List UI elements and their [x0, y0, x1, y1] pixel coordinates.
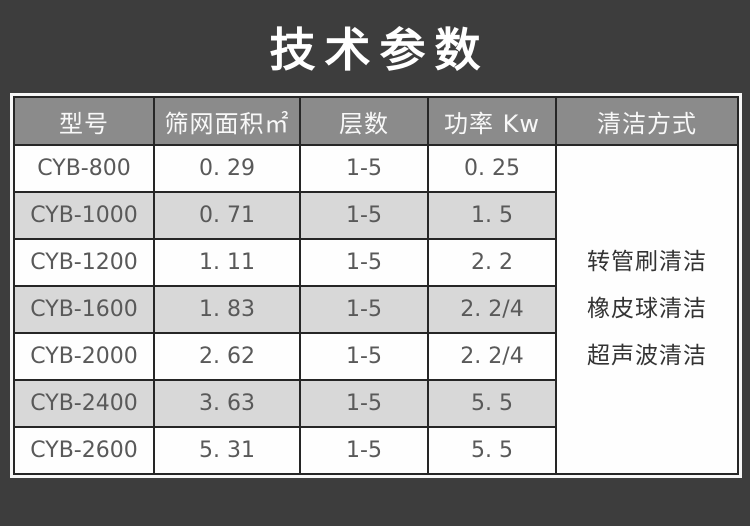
layers-cell: 1-5 [299, 426, 429, 475]
header-row: 型号 筛网面积㎡ 层数 功率 Kw 清洁方式 [13, 96, 739, 146]
power-cell: 5. 5 [427, 379, 557, 428]
power-cell: 5. 5 [427, 426, 557, 475]
table-row: CYB-1200 1. 11 1-5 2. 2 [13, 238, 738, 287]
model-cell: CYB-2600 [13, 426, 155, 475]
model-cell: CYB-2000 [13, 332, 155, 381]
page-title: 技术参数 [269, 22, 490, 77]
model-cell: CYB-1000 [13, 191, 155, 240]
model-cell: CYB-800 [13, 144, 155, 193]
table-row: CYB-2400 3. 63 1-5 5. 5 [13, 379, 738, 428]
table-row: CYB-1000 0. 71 1-5 1. 5 [13, 191, 738, 240]
header-cell-model: 型号 [13, 96, 155, 146]
layers-cell: 1-5 [299, 238, 429, 287]
area-cell: 5. 31 [153, 426, 301, 475]
spec-table: 型号 筛网面积㎡ 层数 功率 Kw 清洁方式 CYB-800 0. 29 1-5… [10, 93, 742, 478]
table-row: CYB-1600 1. 83 1-5 2. 2/4 [13, 285, 738, 334]
power-cell: 2. 2/4 [427, 285, 557, 334]
cleaning-line: 转管刷清洁 [587, 249, 707, 275]
area-cell: 3. 63 [153, 379, 301, 428]
cleaning-line: 橡皮球清洁 [587, 296, 707, 322]
spec-table-wrap: 型号 筛网面积㎡ 层数 功率 Kw 清洁方式 CYB-800 0. 29 1-5… [10, 93, 742, 478]
model-cell: CYB-1200 [13, 238, 155, 287]
table-row: CYB-2000 2. 62 1-5 2. 2/4 [13, 332, 738, 381]
cleaning-methods-cell: 转管刷清洁 橡皮球清洁 超声波清洁 [555, 144, 739, 475]
area-cell: 1. 11 [153, 238, 301, 287]
power-cell: 0. 25 [427, 144, 557, 193]
model-cell: CYB-2400 [13, 379, 155, 428]
layers-cell: 1-5 [299, 332, 429, 381]
layers-cell: 1-5 [299, 379, 429, 428]
layers-cell: 1-5 [299, 285, 429, 334]
header-cell-layers: 层数 [299, 96, 429, 146]
power-cell: 2. 2/4 [427, 332, 557, 381]
table-row: CYB-800 0. 29 1-5 0. 25 转管刷清洁 橡皮球清洁 超声波清… [13, 144, 739, 475]
header-cell-cleaning: 清洁方式 [555, 96, 739, 146]
layers-cell: 1-5 [299, 191, 429, 240]
area-cell: 0. 71 [153, 191, 301, 240]
table-row: CYB-2600 5. 31 1-5 5. 5 [13, 426, 738, 475]
cleaning-line: 超声波清洁 [587, 343, 707, 369]
header-cell-power: 功率 Kw [427, 96, 557, 146]
area-cell: 0. 29 [153, 144, 301, 193]
area-cell: 1. 83 [153, 285, 301, 334]
layers-cell: 1-5 [299, 144, 429, 193]
area-cell: 2. 62 [153, 332, 301, 381]
power-cell: 2. 2 [427, 238, 557, 287]
model-cell: CYB-1600 [13, 285, 155, 334]
header-cell-area: 筛网面积㎡ [153, 96, 301, 146]
power-cell: 1. 5 [427, 191, 557, 240]
title-banner: 技术参数 [0, 0, 750, 93]
